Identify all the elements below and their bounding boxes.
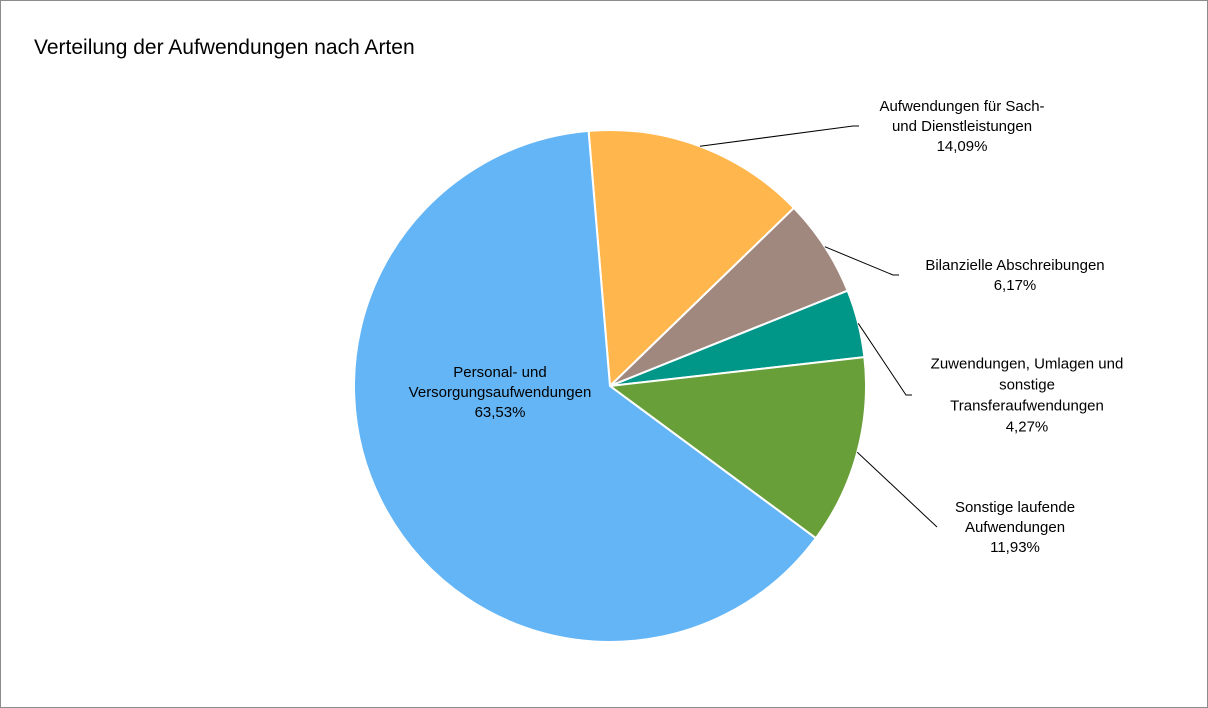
leader-line	[824, 246, 899, 276]
pie-slice	[353, 129, 818, 644]
slice-value-label: 4,27%	[1006, 419, 1049, 436]
leader-line	[699, 125, 859, 147]
slice-label: sonstige	[999, 377, 1055, 394]
leader-line	[856, 451, 938, 528]
slice-value-label: 11,93%	[990, 539, 1040, 556]
slice-label: Transferaufwendungen	[950, 398, 1104, 415]
slice-label: Aufwendungen für Sach-	[879, 98, 1044, 115]
slice-label: und Dienstleistungen	[892, 118, 1032, 135]
slice-value-label: 6,17%	[994, 277, 1037, 294]
pie-slice	[607, 355, 867, 540]
leader-line	[857, 323, 912, 396]
slice-label: Aufwendungen	[965, 519, 1065, 536]
slice-value-label: 14,09%	[937, 138, 988, 155]
slice-label: Personal- und	[453, 364, 546, 381]
slice-label: Sonstige laufende	[955, 499, 1075, 516]
slice-label: Zuwendungen, Umlagen und	[931, 356, 1124, 373]
slice-value-label: 63,53%	[475, 404, 526, 421]
chart-title: Verteilung der Aufwendungen nach Arten	[34, 36, 415, 59]
pie-slice	[587, 129, 796, 389]
slice-label: Bilanzielle Abschreibungen	[925, 257, 1104, 274]
slice-label: Versorgungsaufwendungen	[409, 384, 592, 401]
